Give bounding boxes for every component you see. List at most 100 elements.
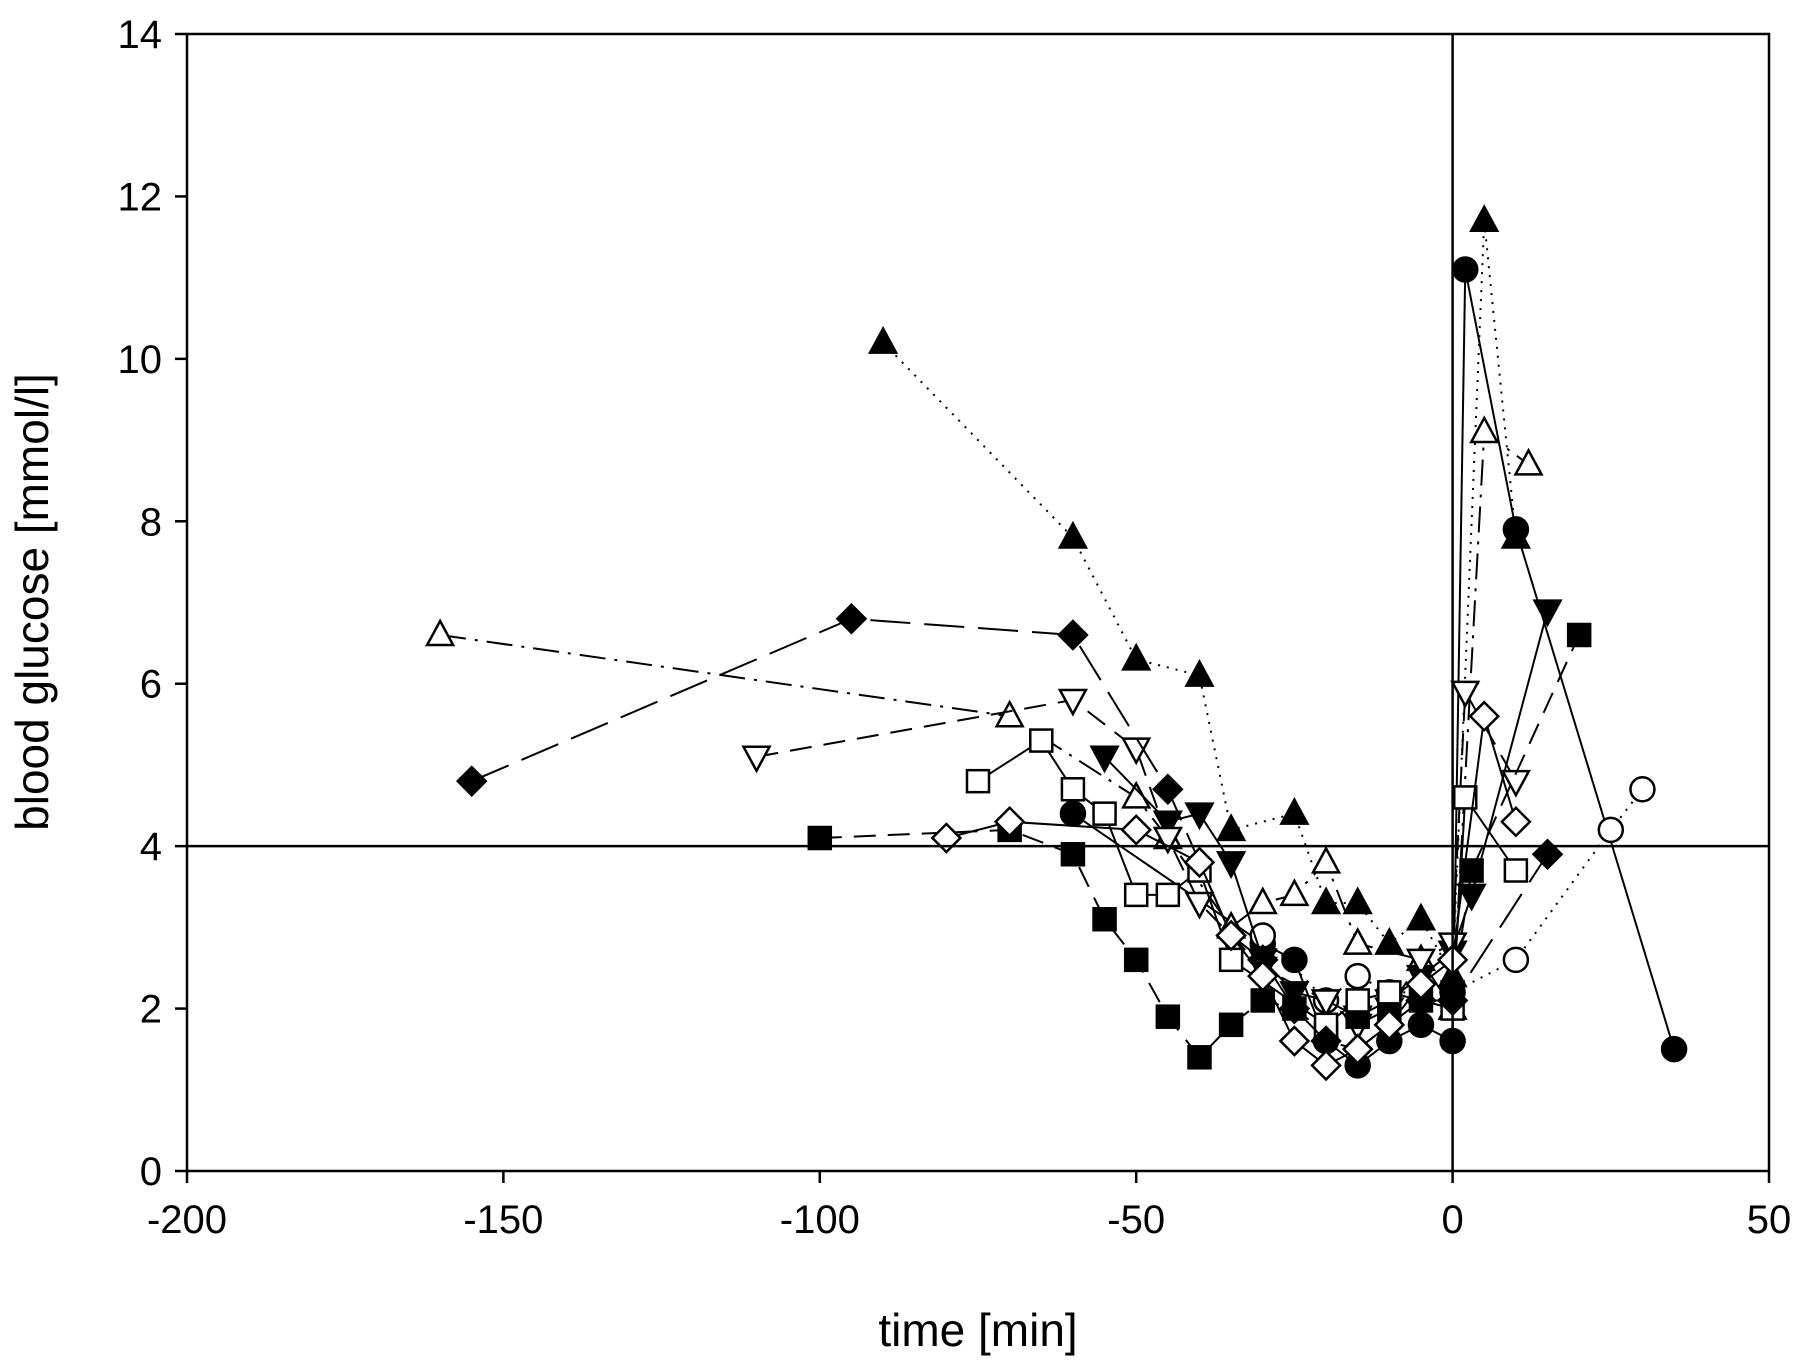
filled-triangle-up-marker — [1500, 520, 1531, 549]
open-diamond-marker — [1468, 700, 1501, 732]
open-triangle-up-marker — [425, 618, 456, 647]
open-triangle-down-marker — [1152, 826, 1183, 855]
open-triangle-up-marker — [1310, 845, 1342, 874]
x-tick-label: -50 — [1107, 1198, 1165, 1242]
open-square-marker — [1029, 728, 1054, 753]
filled-triangle-up-marker — [1342, 886, 1373, 915]
open-square-marker — [1218, 947, 1244, 973]
open-diamond-marker — [1120, 814, 1152, 846]
filled-diamond-marker — [1057, 619, 1089, 651]
axes: -200 -150 -100 -50 0 50 0 2 4 6 8 10 12 14 — [118, 13, 1792, 1242]
y-tick-label: 4 — [140, 825, 162, 869]
filled-triangle-up-marker — [1310, 886, 1342, 915]
open-triangle-down-marker — [1184, 891, 1215, 920]
plot-frame — [185, 32, 1771, 1173]
filled-square-marker — [1092, 906, 1117, 932]
x-tick-label: -200 — [147, 1198, 227, 1242]
series-layer — [425, 204, 1688, 1082]
filled-triangle-down-marker — [1152, 810, 1183, 839]
open-circle-marker — [1344, 962, 1371, 990]
filled-diamond-marker — [1531, 838, 1564, 871]
open-triangle-down-marker — [1057, 688, 1089, 717]
filled-circle-marker — [1452, 256, 1479, 283]
filled-square-marker — [1155, 1004, 1181, 1029]
open-diamond-marker — [930, 822, 963, 854]
x-tick-label: -150 — [463, 1198, 543, 1242]
x-tick-label: -100 — [780, 1198, 860, 1242]
x-axis-title: time [min] — [878, 1304, 1077, 1356]
y-tick-label: 6 — [140, 663, 162, 707]
open-diamond-marker — [1215, 919, 1247, 952]
filled-diamond-marker — [835, 602, 868, 635]
open-triangle-up-marker — [1513, 447, 1544, 476]
filled-triangle-down-marker — [1184, 802, 1215, 831]
open-diamond-marker — [1183, 846, 1216, 879]
open-square-marker — [1123, 882, 1149, 908]
filled-diamond-marker — [1152, 773, 1184, 806]
open-triangle-down-marker — [1405, 948, 1437, 977]
filled-square-marker — [807, 825, 833, 851]
open-triangle-down-marker — [1121, 737, 1152, 766]
filled-triangle-up-marker — [1374, 926, 1405, 955]
reference-lines — [187, 34, 1769, 1171]
y-tick-label: 0 — [140, 1150, 162, 1194]
x-tick-label: 50 — [1747, 1198, 1792, 1242]
filled-circle-marker — [1407, 1011, 1435, 1039]
filled-triangle-up-marker — [1184, 658, 1215, 687]
open-circle-marker — [1597, 816, 1625, 844]
filled-triangle-down-marker — [1532, 599, 1563, 628]
filled-triangle-up-marker — [1279, 797, 1310, 825]
open-square-marker — [1155, 882, 1181, 908]
filled-circle-marker — [1059, 800, 1087, 827]
filled-triangle-up-marker — [1121, 642, 1152, 671]
open-square-marker — [1060, 777, 1086, 802]
y-tick-label: 12 — [118, 175, 163, 219]
open-square-marker — [1377, 980, 1402, 1005]
series-3 — [425, 415, 1544, 1020]
filled-square-marker — [1060, 842, 1086, 867]
filled-triangle-down-marker — [1089, 745, 1120, 774]
open-triangle-up-marker — [994, 699, 1025, 728]
filled-triangle-up-marker — [1469, 204, 1500, 233]
filled-square-marker — [1187, 1045, 1212, 1070]
open-diamond-marker — [993, 806, 1026, 838]
series-4 — [1089, 599, 1563, 1034]
filled-triangle-up-marker — [1216, 813, 1247, 842]
y-tick-label: 2 — [140, 988, 162, 1032]
open-circle-marker — [1502, 946, 1530, 974]
open-diamond-marker — [1373, 1009, 1406, 1041]
open-square-marker — [1453, 785, 1478, 810]
open-triangle-down-marker — [1450, 680, 1481, 709]
y-tick-label: 14 — [118, 13, 163, 57]
open-square-marker — [965, 768, 991, 794]
open-square-marker — [1092, 801, 1117, 826]
open-triangle-up-marker — [1342, 926, 1373, 955]
filled-square-marker — [1566, 622, 1592, 648]
filled-circle-marker — [1281, 946, 1308, 974]
series-line — [1072, 269, 1676, 1067]
open-triangle-down-marker — [741, 745, 772, 774]
filled-triangle-up-marker — [1057, 520, 1089, 549]
x-tick-label: 0 — [1441, 1198, 1463, 1242]
filled-triangle-up-marker — [867, 325, 899, 354]
filled-triangle-down-marker — [1456, 883, 1487, 912]
open-diamond-marker — [1341, 1033, 1374, 1065]
series-0 — [1059, 256, 1688, 1079]
open-triangle-up-marker — [1121, 780, 1152, 809]
filled-circle-marker — [1660, 1035, 1688, 1063]
y-tick-label: 8 — [140, 500, 162, 544]
open-circle-marker — [1629, 776, 1656, 803]
series-line — [439, 430, 1530, 1012]
series-9 — [930, 700, 1532, 1082]
open-square-marker — [1345, 988, 1370, 1013]
open-diamond-marker — [1246, 960, 1279, 992]
open-diamond-marker — [1500, 806, 1532, 838]
open-triangle-up-marker — [1469, 415, 1500, 444]
filled-diamond-marker — [1278, 992, 1311, 1025]
y-tick-label: 10 — [118, 338, 163, 382]
filled-triangle-down-marker — [1216, 851, 1247, 880]
open-diamond-marker — [1278, 1025, 1311, 1057]
filled-square-marker — [1218, 1012, 1244, 1038]
